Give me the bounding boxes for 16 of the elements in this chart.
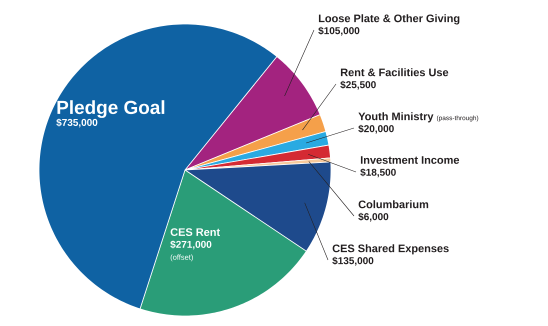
slice-label: CES Shared Expenses [332, 244, 449, 254]
data-label: $105,000 [318, 26, 360, 36]
slice-label: Loose Plate & Other Giving [318, 14, 460, 24]
data-label: $25,500 [340, 80, 376, 90]
data-label: $20,000 [358, 124, 394, 134]
data-label: $735,000 [56, 118, 98, 128]
slice-label: Rent & Facilities Use [340, 68, 448, 76]
slice-label: Pledge Goal [57, 100, 164, 118]
data-label: $6,000 [358, 212, 388, 222]
data-label: $18,500 [360, 168, 396, 178]
slice-label: CES Rent [170, 228, 220, 236]
slice-label: Youth Ministry [358, 112, 434, 122]
data-label: $271,000 [170, 240, 212, 250]
data-label: $135,000 [332, 256, 374, 266]
slice-label: Investment Income [360, 156, 460, 164]
slice-label: Columbarium [358, 200, 428, 208]
